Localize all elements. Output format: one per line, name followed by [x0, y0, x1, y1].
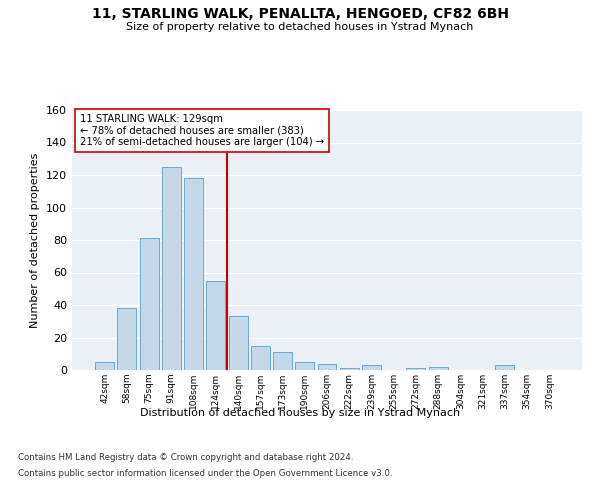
Bar [340, 368, 359, 370]
Bar [429, 367, 448, 370]
Text: Contains public sector information licensed under the Open Government Licence v3: Contains public sector information licen… [18, 468, 392, 477]
Text: Size of property relative to detached houses in Ystrad Mynach: Size of property relative to detached ho… [127, 22, 473, 32]
Bar [229, 316, 248, 370]
Text: Distribution of detached houses by size in Ystrad Mynach: Distribution of detached houses by size … [140, 408, 460, 418]
Bar [406, 368, 425, 370]
Text: 11, STARLING WALK, PENALLTA, HENGOED, CF82 6BH: 11, STARLING WALK, PENALLTA, HENGOED, CF… [91, 8, 509, 22]
Bar [140, 238, 158, 370]
Bar [251, 346, 270, 370]
Y-axis label: Number of detached properties: Number of detached properties [31, 152, 40, 328]
Bar [295, 362, 314, 370]
Bar [95, 362, 114, 370]
Text: 11 STARLING WALK: 129sqm
← 78% of detached houses are smaller (383)
21% of semi-: 11 STARLING WALK: 129sqm ← 78% of detach… [80, 114, 324, 147]
Bar [184, 178, 203, 370]
Text: Contains HM Land Registry data © Crown copyright and database right 2024.: Contains HM Land Registry data © Crown c… [18, 454, 353, 462]
Bar [273, 352, 292, 370]
Bar [317, 364, 337, 370]
Bar [162, 167, 181, 370]
Bar [496, 365, 514, 370]
Bar [362, 365, 381, 370]
Bar [206, 280, 225, 370]
Bar [118, 308, 136, 370]
